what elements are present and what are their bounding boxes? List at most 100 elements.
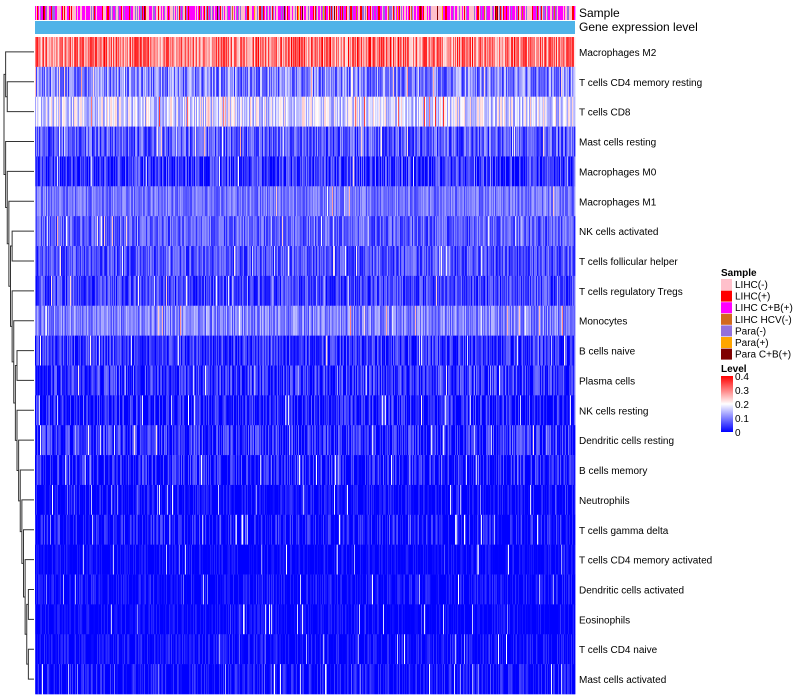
heatmap-cell	[569, 37, 571, 68]
heatmap-cell	[108, 305, 110, 336]
heatmap-cell	[511, 186, 513, 217]
heatmap-cell	[549, 246, 551, 277]
heatmap-cell	[325, 216, 327, 247]
heatmap-cell	[502, 37, 504, 68]
heatmap-cell	[178, 126, 180, 157]
heatmap-cell	[281, 96, 283, 127]
heatmap-cell	[438, 186, 440, 217]
heatmap-cell	[95, 126, 97, 157]
heatmap-cell	[209, 275, 211, 307]
heatmap-cell	[375, 126, 377, 157]
heatmap-cell	[243, 66, 245, 98]
heatmap-cell	[314, 126, 316, 157]
heatmap-cell	[458, 186, 460, 217]
heatmap-cell	[274, 66, 276, 98]
heatmap-cell	[322, 126, 324, 157]
heatmap-cell	[522, 275, 524, 307]
heatmap-cell	[333, 275, 335, 307]
heatmap-cell	[489, 96, 491, 127]
heatmap-cell	[227, 66, 229, 98]
heatmap-cell	[58, 126, 60, 157]
heatmap-cell	[114, 66, 116, 98]
heatmap-cell	[357, 246, 359, 277]
heatmap-cell	[497, 126, 499, 157]
heatmap-cell	[43, 126, 45, 157]
heatmap-cell	[174, 275, 176, 307]
heatmap-cell	[80, 37, 82, 68]
heatmap-cell	[378, 37, 380, 68]
heatmap-cell	[94, 216, 96, 247]
heatmap-cell	[220, 275, 222, 307]
heatmap-cell	[528, 66, 530, 98]
heatmap-cell	[94, 126, 96, 157]
heatmap-cell	[143, 305, 145, 336]
heatmap-cell	[331, 156, 333, 187]
heatmap-cell	[373, 246, 375, 277]
heatmap-cell	[143, 156, 145, 187]
heatmap-cell	[173, 66, 175, 98]
heatmap-cell	[472, 216, 474, 247]
heatmap-cell	[112, 216, 114, 247]
heatmap-cell	[76, 156, 78, 187]
heatmap-cell	[354, 96, 356, 127]
heatmap-cell	[423, 37, 425, 68]
heatmap-cell	[535, 156, 537, 187]
heatmap-cell	[515, 126, 517, 157]
heatmap-cell	[80, 305, 82, 336]
heatmap-cell	[349, 126, 351, 157]
heatmap-cell	[406, 37, 408, 68]
heatmap-cell	[557, 96, 559, 127]
heatmap-cell	[472, 96, 474, 127]
heatmap-cell	[390, 37, 392, 68]
heatmap-cell	[73, 156, 75, 187]
heatmap-cell	[67, 216, 69, 247]
heatmap-cell	[152, 156, 154, 187]
heatmap-cell	[510, 186, 512, 217]
heatmap-cell	[293, 156, 295, 187]
heatmap-cell	[311, 37, 313, 68]
heatmap-cell	[440, 37, 442, 68]
heatmap-cell	[74, 156, 76, 187]
heatmap-cell	[249, 275, 251, 307]
heatmap-cell	[433, 126, 435, 157]
heatmap-cell	[448, 275, 450, 307]
heatmap-cell	[544, 156, 546, 187]
heatmap-cell	[381, 216, 383, 247]
heatmap-cell	[51, 216, 53, 247]
heatmap-cell	[471, 246, 473, 277]
heatmap-cell	[143, 66, 145, 98]
heatmap-cell	[195, 186, 197, 217]
heatmap-cell	[346, 96, 348, 127]
heatmap-cell	[325, 66, 327, 98]
heatmap-cell	[203, 37, 205, 68]
heatmap-cell	[44, 96, 46, 127]
heatmap-cell	[203, 156, 205, 187]
heatmap-cell	[115, 37, 117, 68]
heatmap-cell	[348, 246, 350, 277]
heatmap-cell	[379, 246, 381, 277]
heatmap-cell	[50, 305, 52, 336]
heatmap-cell	[240, 37, 242, 68]
heatmap-cell	[258, 186, 260, 217]
heatmap-cell	[128, 186, 130, 217]
heatmap-cell	[348, 216, 350, 247]
heatmap-cell	[521, 216, 523, 247]
heatmap-cell	[428, 156, 430, 187]
heatmap-cell	[452, 275, 454, 307]
heatmap-cell	[502, 246, 504, 277]
heatmap-cell	[427, 96, 429, 127]
heatmap-cell	[489, 156, 491, 187]
heatmap-cell	[533, 156, 535, 187]
heatmap-cell	[285, 216, 287, 247]
heatmap-cell	[66, 96, 68, 127]
heatmap-cell	[117, 246, 119, 277]
heatmap-cell	[234, 156, 236, 187]
heatmap-cell	[46, 216, 48, 247]
heatmap-cell	[380, 186, 382, 217]
heatmap-cell	[358, 216, 360, 247]
heatmap-cell	[478, 37, 480, 68]
heatmap-cell	[188, 96, 190, 127]
heatmap-cell	[271, 246, 273, 277]
heatmap-cell	[426, 275, 428, 307]
heatmap-cell	[141, 246, 143, 277]
